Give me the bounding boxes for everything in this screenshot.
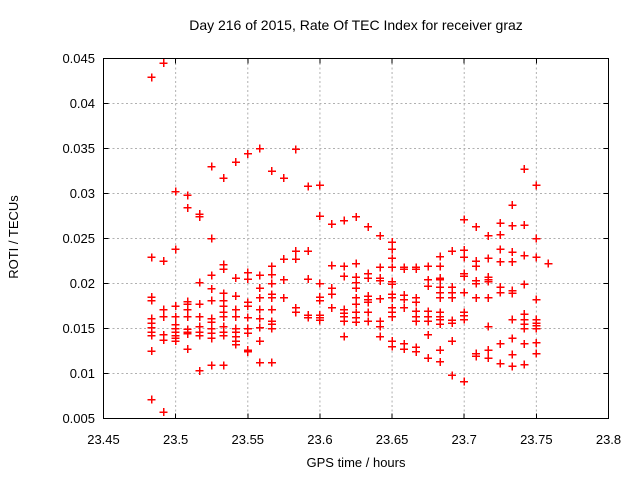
x-tick-label: 23.75 [520, 432, 553, 447]
x-tick-label: 23.55 [231, 432, 265, 447]
y-tick-label: 0.02 [69, 275, 95, 291]
x-tick-label: 23.65 [375, 432, 409, 447]
chart-title: Day 216 of 2015, Rate Of TEC Index for r… [189, 17, 523, 33]
x-tick-label: 23.6 [307, 432, 333, 447]
y-tick-label: 0.025 [62, 230, 95, 246]
x-tick-label: 23.7 [451, 432, 477, 447]
y-tick-label: 0.045 [62, 50, 95, 66]
data-points [147, 59, 553, 417]
y-tick-label: 0.03 [69, 185, 95, 201]
x-tick-label: 23.5 [162, 432, 189, 447]
y-tick-label: 0.015 [62, 320, 95, 336]
y-tick-label: 0.04 [69, 95, 95, 111]
x-tick-label: 23.45 [87, 432, 120, 447]
axis-tick-marks [103, 58, 609, 419]
x-tick-label: 23.8 [595, 432, 622, 447]
y-tick-label: 0.035 [62, 140, 95, 156]
y-tick-label: 0.005 [62, 410, 95, 426]
x-axis-label: GPS time / hours [306, 455, 406, 470]
plot-canvas [103, 58, 609, 419]
y-tick-label: 0.01 [69, 365, 95, 381]
plot-area [103, 58, 609, 419]
